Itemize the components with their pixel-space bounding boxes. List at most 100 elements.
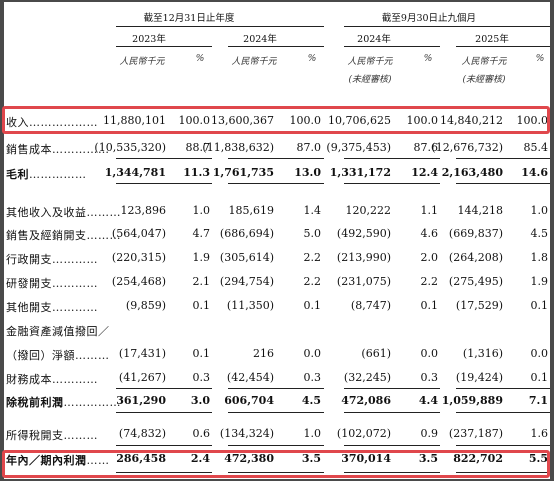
amount-cell: 472,086 xyxy=(341,394,391,407)
percent-cell: 4.7 xyxy=(192,227,211,240)
rule-y2 xyxy=(228,46,324,47)
percent-cell: 3.5 xyxy=(418,452,438,465)
subtotal-rule xyxy=(344,445,440,446)
subtotal-rule xyxy=(344,183,440,184)
amount-cell: (564,047) xyxy=(111,227,166,240)
amount-cell: (17,431) xyxy=(118,347,166,360)
table-row: 年內／期內利潤…… 286,458 2.4 472,380 3.5 370,014 3.5 8… xyxy=(4,452,550,470)
amount-cell: (17,529) xyxy=(455,299,503,312)
row-label: 銷售及經銷開支……… xyxy=(6,229,121,242)
percent-cell: 100.0 xyxy=(289,114,322,127)
row-label: 銷售成本…………… xyxy=(6,143,110,156)
row-label: 除稅前利潤…………… xyxy=(6,396,121,409)
amount-cell: 1,344,781 xyxy=(104,166,166,179)
amount-cell: (213,990) xyxy=(336,251,391,264)
header-year-1: 2023年 xyxy=(132,34,166,45)
amount-cell: 13,600,367 xyxy=(211,114,274,127)
row-label: 財務成本………… xyxy=(6,373,98,386)
amount-cell: (661) xyxy=(361,347,391,360)
amount-cell: (19,424) xyxy=(455,371,503,384)
pct-label-1: % xyxy=(195,54,205,64)
table-row: 金融資產減值撥回／ xyxy=(4,323,550,341)
percent-cell: 2.4 xyxy=(190,452,210,465)
percent-cell: 1.8 xyxy=(530,251,549,264)
table-row: 除稅前利潤…………… 361,290 3.0 606,704 4.5 472,086 4.4… xyxy=(4,394,550,412)
revenue-highlight-box xyxy=(2,106,550,134)
percent-cell: 85.4 xyxy=(523,141,549,154)
rule-y1 xyxy=(116,46,212,47)
percent-cell: 0.1 xyxy=(530,371,549,384)
amount-cell: 472,380 xyxy=(224,452,274,465)
percent-cell: 100.0 xyxy=(406,114,439,127)
percent-cell: 4.4 xyxy=(418,394,438,407)
percent-cell: 2.2 xyxy=(303,275,322,288)
amount-cell: (42,454) xyxy=(226,371,274,384)
percent-cell: 0.1 xyxy=(303,299,322,312)
amount-cell: (1,316) xyxy=(462,347,503,360)
row-label: 年內／期內利潤…… xyxy=(6,454,110,467)
percent-cell: 0.6 xyxy=(192,427,211,440)
table-row: 收入……………… 11,880,101 100.0 13,600,367 100.0 10… xyxy=(4,114,550,132)
percent-cell: 4.6 xyxy=(420,227,439,240)
amount-cell: (264,208) xyxy=(448,251,503,264)
subtotal-rule xyxy=(456,388,550,389)
percent-cell: 2.1 xyxy=(192,275,211,288)
percent-cell: 2.2 xyxy=(303,251,322,264)
amount-cell: 286,458 xyxy=(116,452,166,465)
percent-cell: 0.0 xyxy=(420,347,439,360)
rule-y3 xyxy=(344,46,440,47)
subtotal-rule xyxy=(344,472,440,473)
amount-cell: (305,614) xyxy=(219,251,274,264)
amount-cell: (10,535,320) xyxy=(94,141,166,154)
percent-cell: 0.1 xyxy=(420,299,439,312)
percent-cell: 1.4 xyxy=(303,204,322,217)
amount-cell: 2,163,480 xyxy=(441,166,503,179)
row-label: 其他收入及收益……… xyxy=(6,206,121,219)
subtotal-rule xyxy=(456,183,550,184)
percent-cell: 100.0 xyxy=(178,114,211,127)
percent-cell: 1.0 xyxy=(192,204,211,217)
subtotal-rule xyxy=(344,412,440,413)
amount-cell: (8,747) xyxy=(350,299,391,312)
amount-cell: (102,072) xyxy=(336,427,391,440)
amount-cell: 370,014 xyxy=(341,452,391,465)
row-label: （撥回）淨額……… xyxy=(6,349,110,362)
unaudited-label-4: (未經審核) xyxy=(462,75,506,85)
percent-cell: 87.0 xyxy=(296,141,322,154)
amount-cell: 822,702 xyxy=(453,452,503,465)
percent-cell: 5.5 xyxy=(528,452,548,465)
amount-cell: (11,838,632) xyxy=(202,141,274,154)
percent-cell: 11.3 xyxy=(183,166,210,179)
percent-cell: 14.6 xyxy=(521,166,548,179)
profit-highlight-box xyxy=(2,450,550,478)
subtotal-rule xyxy=(344,158,440,159)
percent-cell: 1.9 xyxy=(192,251,211,264)
row-label: 收入……………… xyxy=(6,116,98,129)
amount-cell: (669,837) xyxy=(448,227,503,240)
amount-cell: 11,880,101 xyxy=(103,114,166,127)
percent-cell: 1.1 xyxy=(420,204,439,217)
row-label: 毛利…………… xyxy=(6,168,87,181)
table-row: 行政開支………… (220,315) 1.9 (305,614) 2.2 (213,990… xyxy=(4,251,550,269)
pct-label-2: % xyxy=(307,54,317,64)
percent-cell: 5.0 xyxy=(303,227,322,240)
subtotal-rule xyxy=(116,388,212,389)
percent-cell: 13.0 xyxy=(294,166,321,179)
amount-cell: 606,704 xyxy=(224,394,274,407)
unit-label-4: 人民幣千元 xyxy=(461,57,507,67)
percent-cell: 88.7 xyxy=(185,141,211,154)
amount-cell: (9,859) xyxy=(125,299,166,312)
subtotal-rule xyxy=(228,183,324,184)
unaudited-label-3: (未經審核) xyxy=(348,75,392,85)
subtotal-rule xyxy=(228,158,324,159)
amount-cell: 144,218 xyxy=(457,204,504,217)
amount-cell: (74,832) xyxy=(118,427,166,440)
amount-cell: (220,315) xyxy=(111,251,166,264)
amount-cell: 216 xyxy=(253,347,274,360)
subtotal-rule xyxy=(116,158,212,159)
row-label: 行政開支………… xyxy=(6,253,98,266)
subtotal-rule xyxy=(456,158,550,159)
amount-cell: 14,840,212 xyxy=(440,114,503,127)
amount-cell: 120,222 xyxy=(345,204,392,217)
